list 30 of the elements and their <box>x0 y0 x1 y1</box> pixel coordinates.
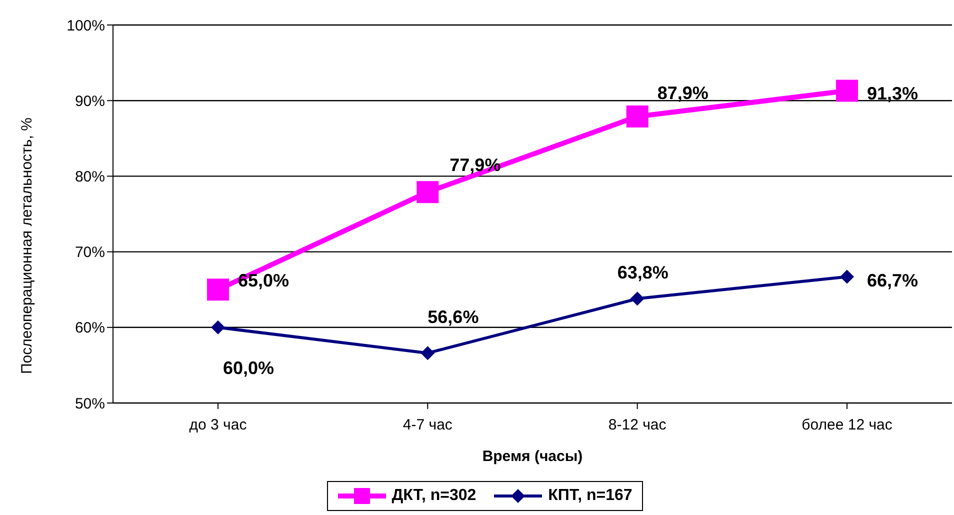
x-tick-label: более 12 час <box>802 416 893 434</box>
data-label: 77,9% <box>450 154 501 175</box>
y-tick-label: 70% <box>74 244 105 262</box>
point <box>836 80 858 102</box>
data-label: 65,0% <box>238 270 290 290</box>
x-tick-label: 8-12 час <box>608 416 667 434</box>
y-tick-label: 100% <box>66 17 105 34</box>
legend-label: ДКТ, n=302 <box>392 487 476 505</box>
data-label: 91,3% <box>867 84 918 104</box>
x-tick-label: до 3 час <box>189 416 248 434</box>
x-axis-title: Время (часы) <box>482 448 583 465</box>
data-label: 56,6% <box>428 306 479 327</box>
point <box>420 346 435 360</box>
data-label: 63,8% <box>617 262 668 282</box>
point <box>211 320 225 334</box>
point <box>840 270 854 284</box>
data-label: 66,7% <box>867 270 918 290</box>
point <box>626 105 648 128</box>
point <box>630 292 644 306</box>
legend-label: КПТ, n=167 <box>548 487 632 505</box>
y-tick-label: 80% <box>74 168 105 186</box>
y-axis-title: Послеоперационная летальность, % <box>18 118 36 374</box>
y-tick-label: 50% <box>74 395 105 412</box>
point <box>416 181 439 204</box>
data-label: 87,9% <box>657 83 708 104</box>
point <box>207 278 229 301</box>
data-label: 60,0% <box>223 358 274 378</box>
x-tick-label: 4-7 час <box>402 416 453 434</box>
y-tick-label: 90% <box>74 92 105 110</box>
y-tick-label: 60% <box>74 320 105 337</box>
